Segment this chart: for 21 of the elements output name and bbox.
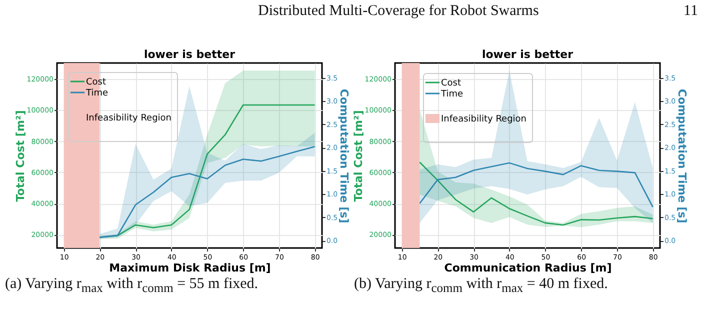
y2-axis-title: Computation Time [s] xyxy=(676,88,689,224)
y-axis-title: Total Cost [m²] xyxy=(14,110,27,202)
y-axis-title: Total Cost [m²] xyxy=(352,110,365,202)
text: (a) Varying r$_{max}$ with r$_{comm}$ = 55 m fixed. xyxy=(5,276,258,296)
band-label: Infeasibility Region xyxy=(441,114,527,124)
band-label: Infeasibility Region xyxy=(86,114,172,124)
legend-label: Cost xyxy=(441,78,462,88)
x-axis-title: Maximum Disk Radius [m] xyxy=(109,262,271,274)
x-axis-title: Communication Radius [m] xyxy=(444,262,612,274)
chart-title: lower is better xyxy=(482,48,574,61)
y2-axis-title: Computation Time [s] xyxy=(338,88,351,224)
text: (b) Varying r$_{comm}$ with r$_{max}$ = 40 m fixed. xyxy=(354,276,608,296)
legend-label: Time xyxy=(85,88,108,98)
line-series xyxy=(99,146,316,238)
text: Distributed Multi-Coverage for Robot Swarms xyxy=(258,3,539,20)
chart-title: lower is better xyxy=(144,48,236,61)
line-series xyxy=(419,162,654,208)
legend-label: Cost xyxy=(86,78,106,88)
text: 11 xyxy=(684,3,698,20)
line-series xyxy=(419,162,654,226)
legend-label: Time xyxy=(440,90,464,100)
